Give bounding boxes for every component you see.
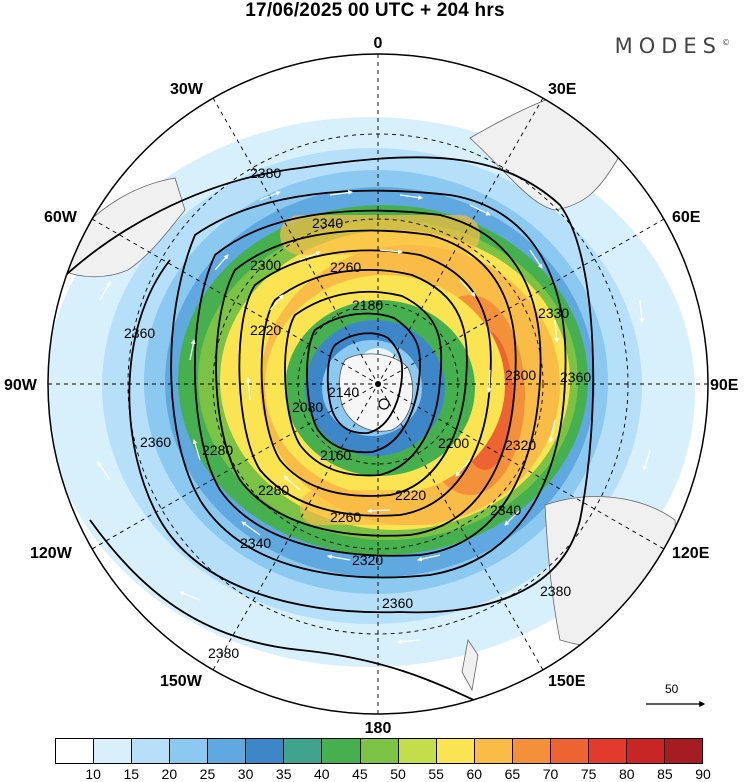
lon-label-180: 180 xyxy=(365,720,392,737)
contour-label: 2080 xyxy=(292,399,323,415)
contour-label: 2360 xyxy=(382,595,413,611)
contour-label: 2320 xyxy=(352,552,383,568)
contour-label: 2280 xyxy=(202,442,233,458)
low-marker xyxy=(378,398,390,410)
contour-label: 2360 xyxy=(140,434,171,450)
lon-label-150e: 150E xyxy=(548,673,586,690)
colorbar-tick-label: 30 xyxy=(237,766,254,782)
colorbar-ticks: 10 15 20 25 30 35 40 45 50 55 60 65 70 75 80 85 90 xyxy=(55,766,710,782)
contour-label: 2280 xyxy=(258,482,289,498)
colorbar-tick-label: 45 xyxy=(352,766,368,782)
colorbar-swatch xyxy=(435,738,474,764)
colorbar-swatch xyxy=(131,738,170,764)
lon-label-150w: 150W xyxy=(160,673,203,690)
contour-label: 2360 xyxy=(124,325,155,341)
colorbar-swatch xyxy=(664,738,704,764)
colorbar-tick-label: 70 xyxy=(542,766,559,782)
colorbar-swatch xyxy=(473,738,512,764)
colorbar-swatch xyxy=(549,738,588,764)
colorbar-swatch xyxy=(587,738,626,764)
contour-label: 2260 xyxy=(330,259,361,275)
contour-label: 2360 xyxy=(560,369,591,385)
lon-label-120w: 120W xyxy=(30,545,73,562)
colorbar xyxy=(55,738,704,764)
colorbar-tick-label: 15 xyxy=(123,766,140,782)
colorbar-tick-label: 85 xyxy=(657,766,673,782)
lon-label-90w: 90W xyxy=(4,377,38,394)
lon-label-90e: 90E xyxy=(710,377,739,394)
colorbar-swatch xyxy=(625,738,664,764)
contour-label: 2220 xyxy=(250,322,281,338)
map-disc-content xyxy=(48,54,708,714)
colorbar-swatch xyxy=(359,738,398,764)
contour-label: 2320 xyxy=(505,437,536,453)
copyright-mark: © xyxy=(722,38,730,47)
pole-marker xyxy=(375,381,381,387)
colorbar-tick-label: 25 xyxy=(199,766,216,782)
modes-logo: MODES© xyxy=(615,34,730,58)
contour-label: 2300 xyxy=(505,367,536,383)
wind-vectors xyxy=(97,190,651,645)
colorbar-tick-label: 65 xyxy=(504,766,521,782)
contour-label: 2340 xyxy=(240,535,271,551)
colorbar-swatch xyxy=(511,738,550,764)
contour-label-group: 2380 2340 2300 2260 2180 2220 2140 2080 … xyxy=(124,165,591,661)
height-contours xyxy=(49,156,595,713)
lon-label-0: 0 xyxy=(374,35,383,52)
colorbar-tick-label: 55 xyxy=(428,766,444,782)
jet-streak-bottom xyxy=(300,490,450,525)
colorbar-tick-label: 35 xyxy=(275,766,292,782)
contour-label: 2180 xyxy=(352,297,383,313)
contour-label: 2380 xyxy=(250,165,281,181)
colorbar-tick-label: 40 xyxy=(314,766,330,782)
colorbar-swatch xyxy=(397,738,436,764)
colorbar-swatch xyxy=(169,738,208,764)
colorbar-swatch xyxy=(245,738,284,764)
contour-label: 2340 xyxy=(490,502,521,518)
contour-label: 2340 xyxy=(312,215,343,231)
colorbar-tick-label: 60 xyxy=(466,766,483,782)
scale-arrow-value: 50 xyxy=(665,682,679,696)
lon-label-120e: 120E xyxy=(672,545,710,562)
colorbar-swatch xyxy=(93,738,132,764)
contour-label: 2220 xyxy=(395,487,426,503)
contour-label: 2260 xyxy=(330,509,361,525)
lon-label-30w: 30W xyxy=(170,81,204,98)
brand-text: MODES xyxy=(614,34,722,58)
contour-label: 2160 xyxy=(320,447,351,463)
contour-label: 2300 xyxy=(250,257,281,273)
chart-title: 17/06/2025 00 UTC + 204 hrs xyxy=(245,0,505,21)
colorbar-tick-label: 20 xyxy=(161,766,178,782)
lon-label-30e: 30E xyxy=(548,81,577,98)
land-south-america xyxy=(59,177,186,278)
contour-label: 2140 xyxy=(328,384,359,400)
colorbar-tick-label: 90 xyxy=(695,766,711,782)
land-new-zealand xyxy=(461,638,479,692)
contour-label: 2380 xyxy=(208,645,239,661)
lon-label-60e: 60E xyxy=(672,209,701,226)
colorbar-swatch xyxy=(283,738,322,764)
contour-label: 2330 xyxy=(538,305,569,321)
colorbar-swatch xyxy=(207,738,246,764)
colorbar-tick-label: 75 xyxy=(580,766,597,782)
jet-streak-top xyxy=(280,215,480,255)
colorbar-swatch xyxy=(55,738,94,764)
colorbar-tick-label: 50 xyxy=(390,766,406,782)
contour-label: 2380 xyxy=(540,583,571,599)
lon-label-60w: 60W xyxy=(44,209,78,226)
colorbar-tick-label: 80 xyxy=(618,766,635,782)
map-boundary xyxy=(47,53,709,715)
contour-label: 2200 xyxy=(438,435,469,451)
colorbar-swatch xyxy=(321,738,360,764)
colorbar-tick-label: 10 xyxy=(85,766,101,782)
